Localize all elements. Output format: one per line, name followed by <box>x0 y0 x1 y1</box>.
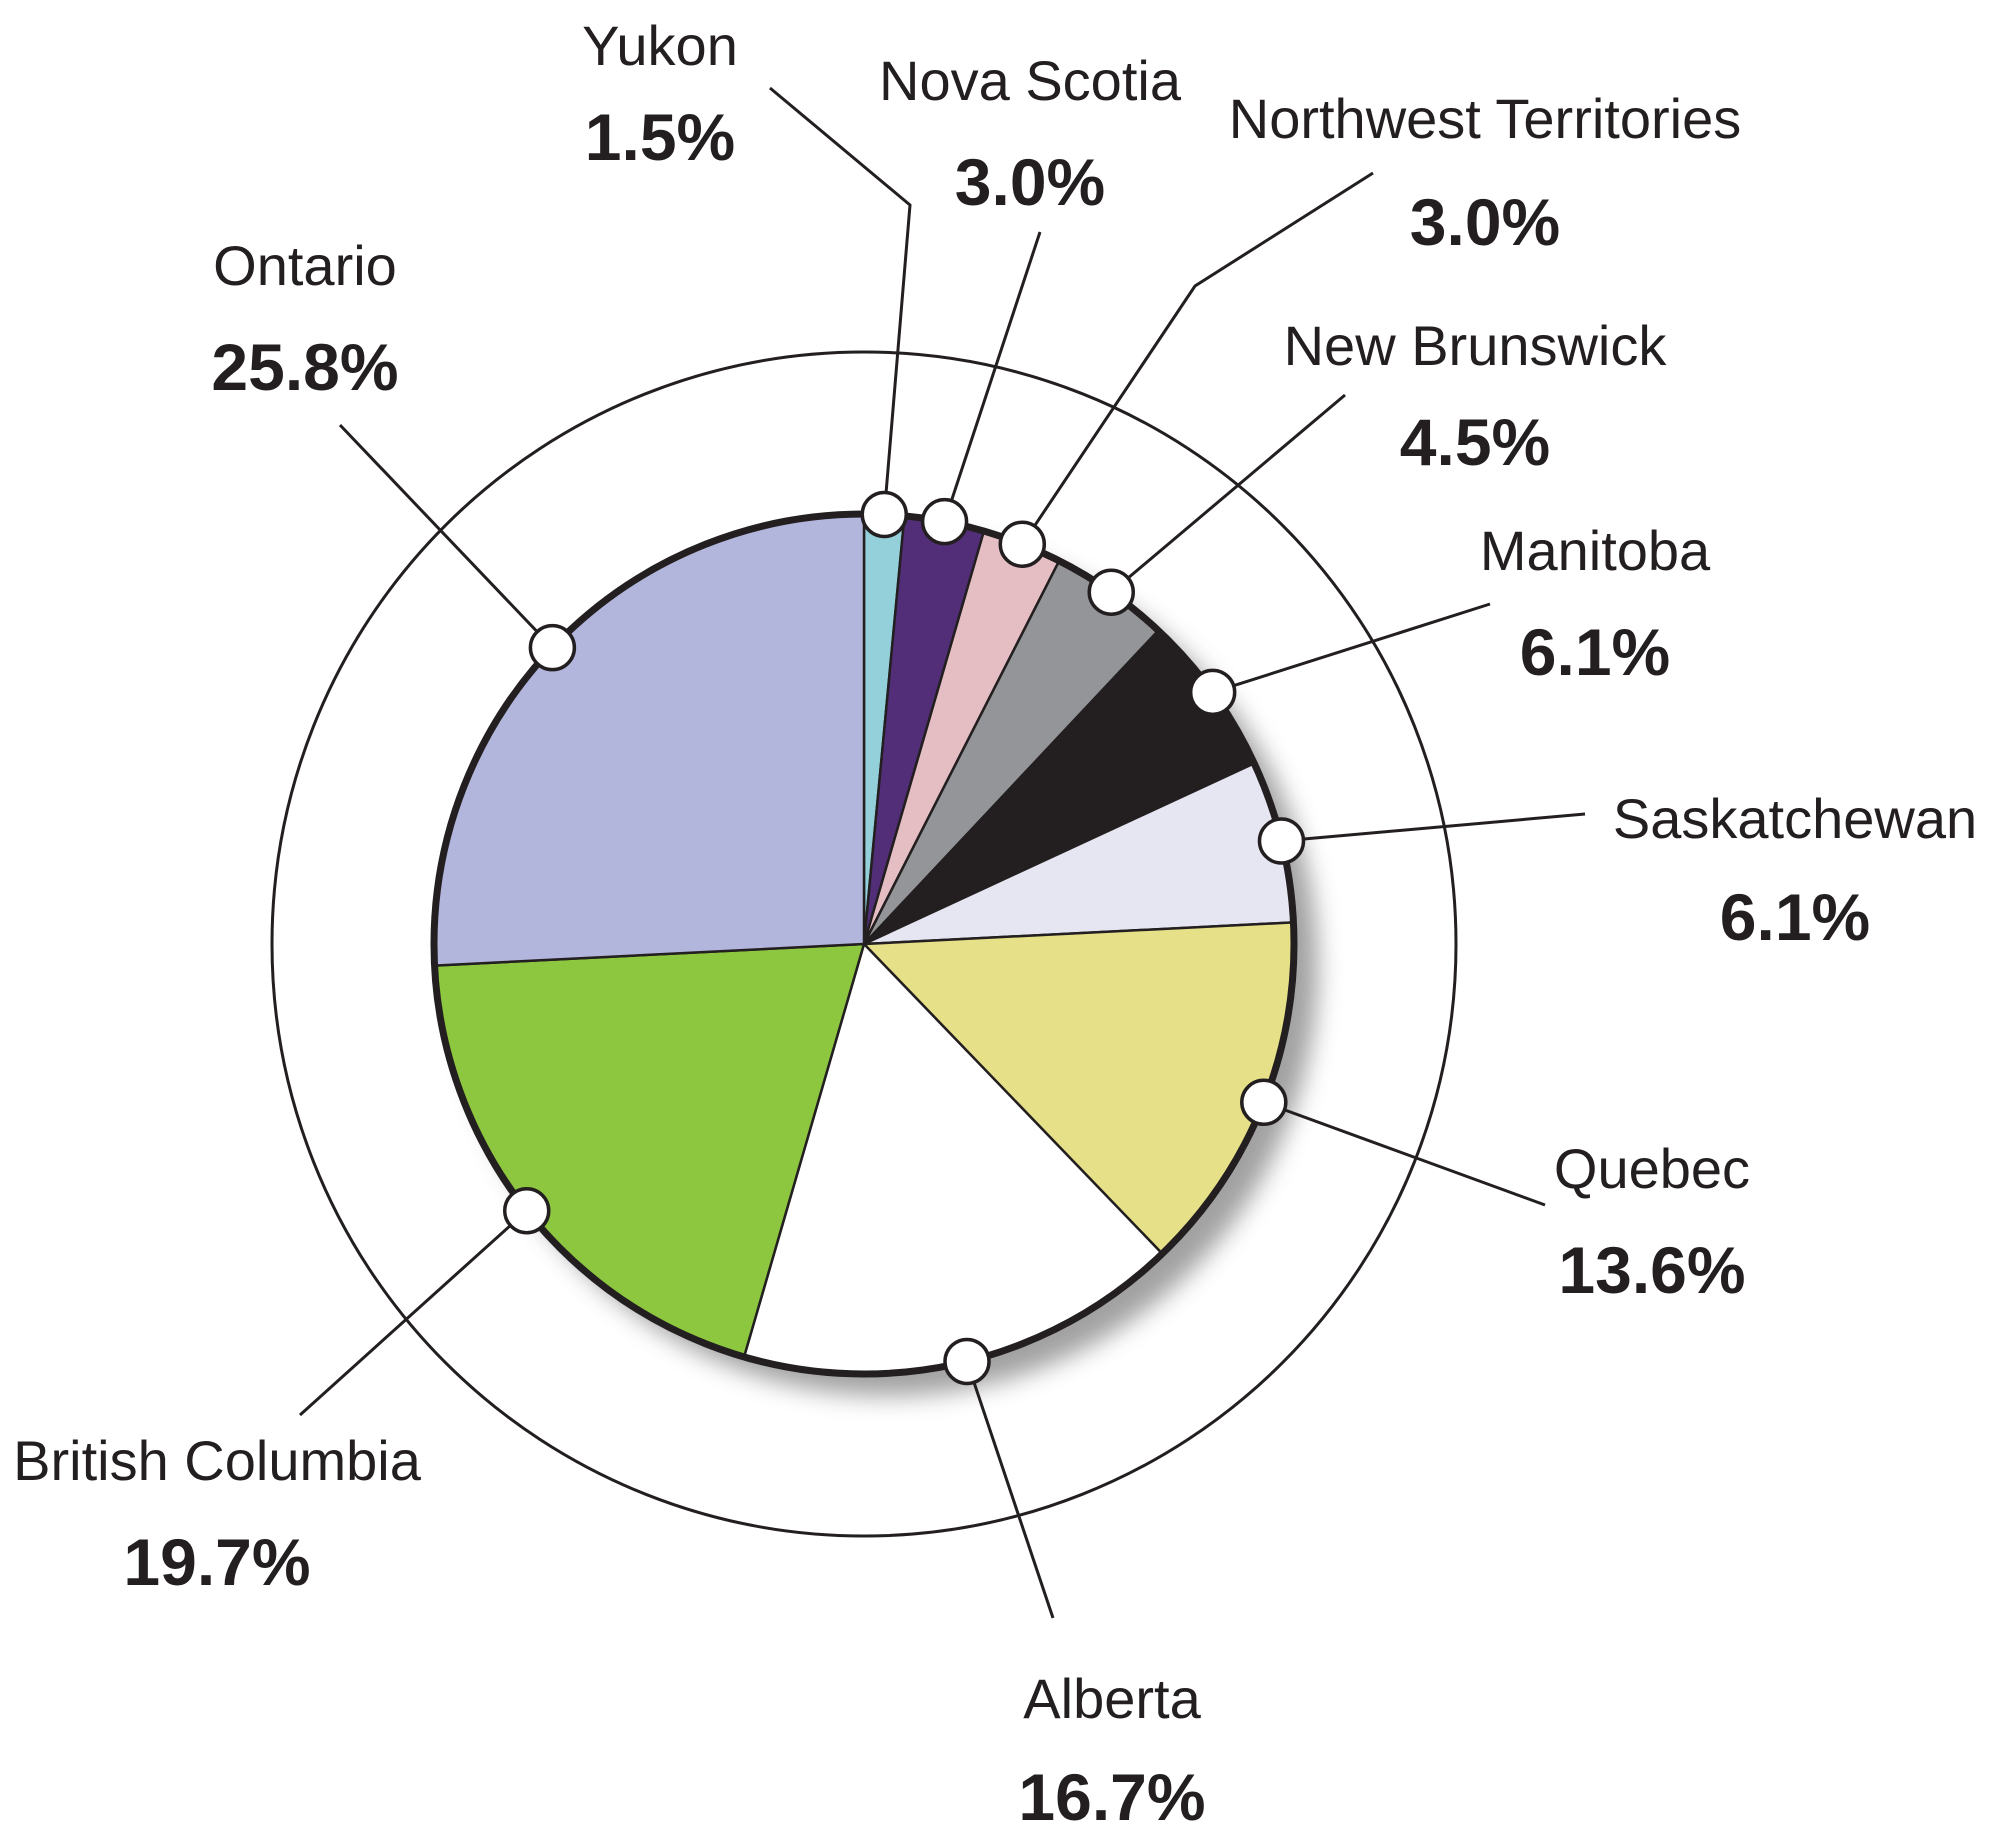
slice-label-manitoba: Manitoba <box>1480 519 1711 582</box>
slice-label-nova-scotia: Nova Scotia <box>879 49 1182 112</box>
slice-marker-alberta <box>943 1337 991 1386</box>
slice-marker-nova-scotia <box>920 497 969 546</box>
leader-line-saskatchewan <box>1281 812 1586 843</box>
slice-value-northwest-territories: 3.0% <box>1410 185 1560 259</box>
slice-marker-new-brunswick <box>1087 568 1136 616</box>
slice-marker-quebec <box>1240 1078 1288 1127</box>
slice-label-saskatchewan: Saskatchewan <box>1613 787 1977 850</box>
slice-marker-ontario <box>528 623 577 672</box>
leader-lines <box>298 86 1586 1619</box>
slice-marker-manitoba <box>1188 668 1237 717</box>
slice-value-british-columbia: 19.7% <box>123 1525 310 1599</box>
slice-marker-yukon <box>860 490 909 539</box>
leader-line-new-brunswick <box>1110 393 1346 594</box>
slice-markers <box>502 490 1306 1386</box>
slice-value-nova-scotia: 3.0% <box>955 145 1105 219</box>
outer-ring <box>270 350 1458 1538</box>
slice-value-alberta: 16.7% <box>1018 1760 1205 1834</box>
slice-label-quebec: Quebec <box>1554 1137 1750 1200</box>
pie-slice-ontario <box>432 512 866 967</box>
slice-value-new-brunswick: 4.5% <box>1400 405 1550 479</box>
slice-value-manitoba: 6.1% <box>1520 615 1670 689</box>
slice-label-alberta: Alberta <box>1023 1667 1201 1730</box>
leader-line-northwest-territories <box>1021 171 1374 546</box>
slice-value-yukon: 1.5% <box>585 100 735 174</box>
leader-line-british-columbia <box>298 1209 528 1417</box>
slice-value-quebec: 13.6% <box>1558 1233 1745 1307</box>
leader-line-quebec <box>1263 1100 1546 1207</box>
slice-label-northwest-territories: Northwest Territories <box>1229 87 1741 150</box>
slice-marker-saskatchewan <box>1257 817 1306 865</box>
slice-label-ontario: Ontario <box>213 234 397 297</box>
slice-value-ontario: 25.8% <box>211 330 398 404</box>
slice-labels: Yukon 1.5% Nova Scotia 3.0% Northwest Territ… <box>13 14 1977 1834</box>
slice-marker-northwest-territories <box>998 520 1047 568</box>
slice-label-yukon: Yukon <box>582 14 738 77</box>
slice-label-new-brunswick: New Brunswick <box>1284 314 1668 377</box>
slice-label-british-columbia: British Columbia <box>13 1429 422 1492</box>
leader-line-ontario <box>338 423 554 649</box>
leader-line-manitoba <box>1212 602 1491 694</box>
slice-value-saskatchewan: 6.1% <box>1720 880 1870 954</box>
leader-line-yukon <box>769 86 912 515</box>
slice-marker-british-columbia <box>502 1186 551 1235</box>
leader-line-alberta <box>965 1361 1055 1619</box>
leader-line-nova-scotia <box>943 231 1042 523</box>
